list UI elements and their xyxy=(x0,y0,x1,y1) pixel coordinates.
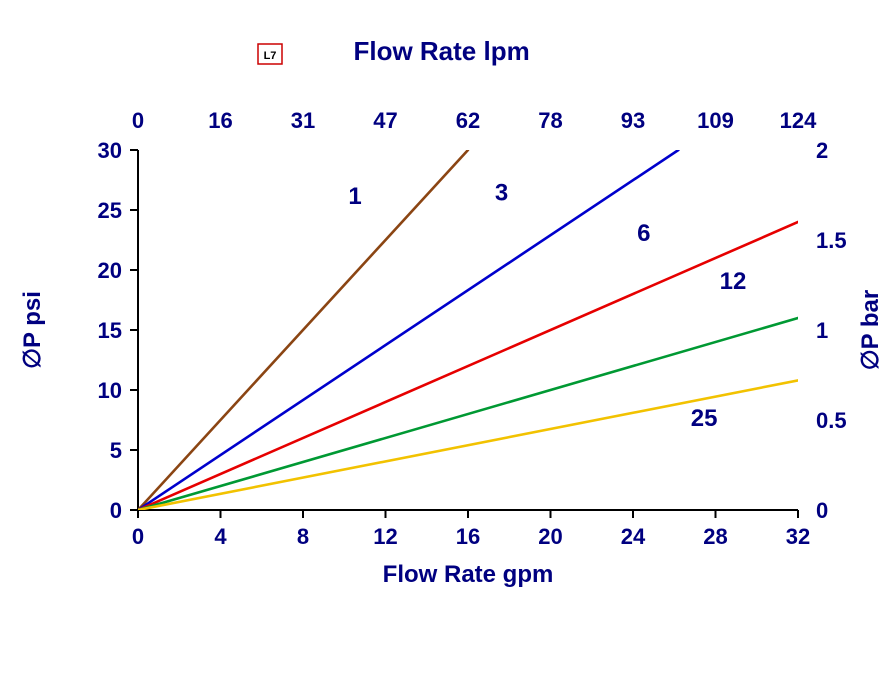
series-label-12: 12 xyxy=(720,268,747,295)
bottom-tick-label: 0 xyxy=(132,524,144,549)
bottom-tick-label: 32 xyxy=(786,524,810,549)
left-tick-label: 0 xyxy=(110,498,122,523)
left-tick-label: 10 xyxy=(98,378,122,403)
series-label-6: 6 xyxy=(637,220,650,247)
bottom-tick-label: 8 xyxy=(297,524,309,549)
chart-svg: 0510152025300481216202428320163147627893… xyxy=(0,0,888,676)
right-tick-label: 0.5 xyxy=(816,408,847,433)
right-tick-label: 1 xyxy=(816,318,828,343)
top-tick-label: 31 xyxy=(291,108,315,133)
bottom-tick-label: 20 xyxy=(538,524,562,549)
left-tick-label: 5 xyxy=(110,438,122,463)
series-lines-group xyxy=(138,150,798,510)
bottom-tick-label: 16 xyxy=(456,524,480,549)
top-tick-label: 93 xyxy=(621,108,645,133)
top-axis-title: Flow Rate lpm xyxy=(353,36,529,66)
right-axis-title: ∅P bar xyxy=(857,290,884,371)
right-tick-label: 2 xyxy=(816,138,828,163)
pressure-flow-chart: 0510152025300481216202428320163147627893… xyxy=(0,0,888,676)
top-tick-label: 0 xyxy=(132,108,144,133)
left-axis-title: ∅P psi xyxy=(19,291,46,369)
top-tick-label: 62 xyxy=(456,108,480,133)
series-label-25: 25 xyxy=(691,405,718,432)
bottom-tick-label: 4 xyxy=(214,524,227,549)
left-tick-label: 25 xyxy=(98,198,122,223)
left-tick-label: 30 xyxy=(98,138,122,163)
right-tick-label: 0 xyxy=(816,498,828,523)
top-tick-label: 109 xyxy=(697,108,734,133)
bottom-tick-label: 24 xyxy=(621,524,646,549)
legend-box-label: L7 xyxy=(264,50,277,62)
bottom-tick-label: 12 xyxy=(373,524,397,549)
top-tick-label: 124 xyxy=(780,108,817,133)
series-label-3: 3 xyxy=(495,179,508,206)
right-tick-label: 1.5 xyxy=(816,228,847,253)
series-label-1: 1 xyxy=(348,183,361,210)
series-line-6 xyxy=(138,222,798,510)
bottom-axis-title: Flow Rate gpm xyxy=(383,561,554,588)
bottom-tick-label: 28 xyxy=(703,524,727,549)
left-tick-label: 15 xyxy=(98,318,122,343)
top-tick-label: 16 xyxy=(208,108,232,133)
top-tick-label: 78 xyxy=(538,108,562,133)
top-tick-label: 47 xyxy=(373,108,397,133)
left-tick-label: 20 xyxy=(98,258,122,283)
